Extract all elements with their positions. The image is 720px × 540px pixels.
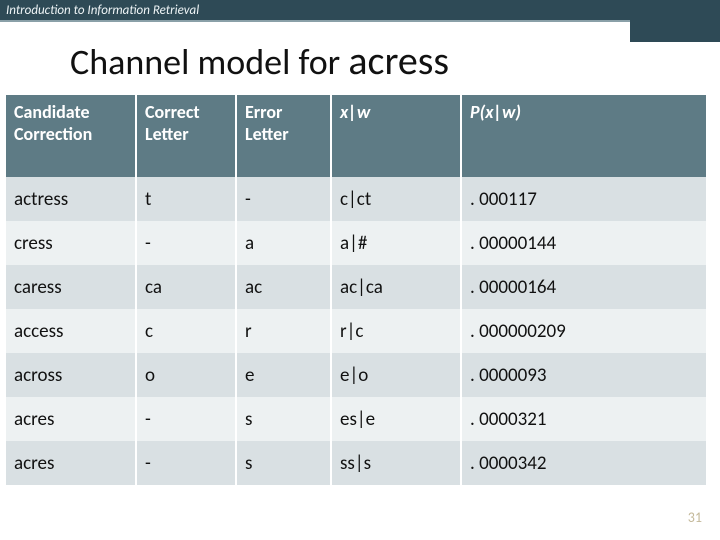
cell-candidate: actress xyxy=(6,177,136,221)
table-header: Candidate Correction Correct Letter Erro… xyxy=(6,95,706,177)
cell-error: s xyxy=(236,441,331,485)
cell-candidate: acres xyxy=(6,441,136,485)
table-row: caresscaacac|ca. 00000164 xyxy=(6,265,706,309)
cell-pxw: . 0000321 xyxy=(461,397,706,441)
cell-candidate: caress xyxy=(6,265,136,309)
cell-pxw: . 000000209 xyxy=(461,309,706,353)
cell-error: s xyxy=(236,397,331,441)
col-error: Error Letter xyxy=(236,95,331,177)
cell-candidate: access xyxy=(6,309,136,353)
col-xw: x|w xyxy=(331,95,461,177)
cell-xw: e|o xyxy=(331,353,461,397)
table-body: actresst-c|ct. 000117cress-aa|#. 0000014… xyxy=(6,177,706,485)
page-number: 31 xyxy=(688,509,702,526)
cell-xw: ss|s xyxy=(331,441,461,485)
corner-accent xyxy=(630,0,720,42)
title-prefix: Channel model for xyxy=(70,40,348,84)
cell-pxw: . 000117 xyxy=(461,177,706,221)
col-pxw-label: P(x|w) xyxy=(470,101,521,123)
header-bar: Introduction to Information Retrieval xyxy=(0,0,720,22)
cell-correct: - xyxy=(136,441,236,485)
cell-candidate: acres xyxy=(6,397,136,441)
cell-pxw: . 0000093 xyxy=(461,353,706,397)
cell-pxw: . 0000342 xyxy=(461,441,706,485)
title-keyword: acress xyxy=(348,36,449,85)
cell-xw: a|# xyxy=(331,221,461,265)
col-correct: Correct Letter xyxy=(136,95,236,177)
cell-error: ac xyxy=(236,265,331,309)
table-row: acrossoee|o. 0000093 xyxy=(6,353,706,397)
cell-correct: ca xyxy=(136,265,236,309)
table-row: actresst-c|ct. 000117 xyxy=(6,177,706,221)
col-xw-label: x|w xyxy=(340,101,370,123)
cell-correct: t xyxy=(136,177,236,221)
table-row: acres-sss|s. 0000342 xyxy=(6,441,706,485)
table-row: accesscrr|c. 000000209 xyxy=(6,309,706,353)
cell-candidate: across xyxy=(6,353,136,397)
cell-correct: - xyxy=(136,397,236,441)
header-text: Introduction to Information Retrieval xyxy=(6,3,199,18)
cell-xw: ac|ca xyxy=(331,265,461,309)
cell-xw: r|c xyxy=(331,309,461,353)
col-candidate: Candidate Correction xyxy=(6,95,136,177)
cell-candidate: cress xyxy=(6,221,136,265)
cell-xw: es|e xyxy=(331,397,461,441)
channel-model-table: Candidate Correction Correct Letter Erro… xyxy=(6,95,706,485)
cell-error: - xyxy=(236,177,331,221)
cell-pxw: . 00000164 xyxy=(461,265,706,309)
cell-xw: c|ct xyxy=(331,177,461,221)
cell-pxw: . 00000144 xyxy=(461,221,706,265)
cell-correct: - xyxy=(136,221,236,265)
cell-error: a xyxy=(236,221,331,265)
slide: Introduction to Information Retrieval Ch… xyxy=(0,0,720,540)
slide-title: Channel model for acress xyxy=(0,22,720,95)
cell-correct: c xyxy=(136,309,236,353)
table-row: acres-ses|e. 0000321 xyxy=(6,397,706,441)
table-row: cress-aa|#. 00000144 xyxy=(6,221,706,265)
col-pxw: P(x|w) xyxy=(461,95,706,177)
cell-correct: o xyxy=(136,353,236,397)
cell-error: e xyxy=(236,353,331,397)
cell-error: r xyxy=(236,309,331,353)
